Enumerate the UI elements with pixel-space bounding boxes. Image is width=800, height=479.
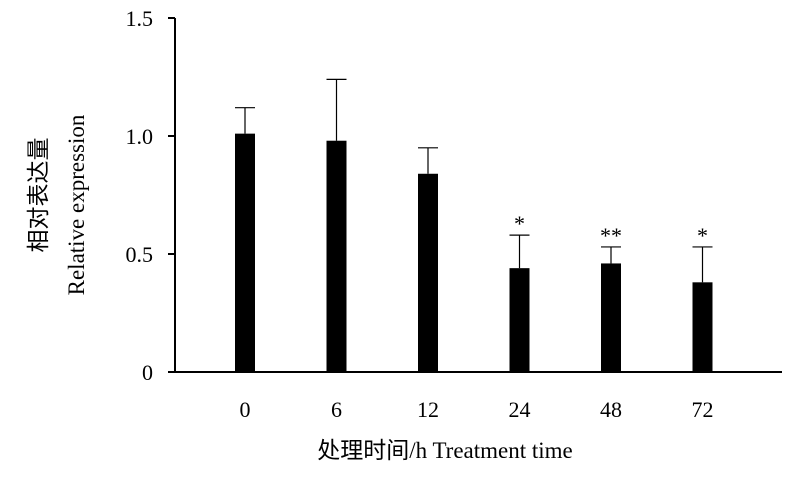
error-bars <box>235 78 713 283</box>
bar-72 <box>692 282 713 372</box>
x-tick-label-12: 12 <box>417 397 439 422</box>
y-ticks: 0 0.5 1.0 1.5 <box>126 6 175 385</box>
significance-markers: * ** * <box>514 211 708 248</box>
x-tick-labels: 0 6 12 24 48 72 <box>240 397 714 422</box>
y-tick-label: 0.5 <box>126 242 154 267</box>
bar-12 <box>418 173 438 372</box>
bar-6 <box>326 140 347 372</box>
y-axis-label: Relative expression <box>64 114 89 295</box>
y-tick-label: 0 <box>142 360 153 385</box>
x-axis-label: 处理时间/h Treatment time <box>317 438 573 463</box>
x-tick-label-72: 72 <box>692 397 714 422</box>
bar-48 <box>601 263 621 372</box>
bars <box>235 133 713 372</box>
significance-marker-48: ** <box>600 223 622 248</box>
y-tick-label: 1.0 <box>126 124 154 149</box>
y-tick-label: 1.5 <box>126 6 154 31</box>
x-tick-label-48: 48 <box>600 397 622 422</box>
x-tick-label-0: 0 <box>240 397 251 422</box>
y-axis-label-chinese: 相对表达量 <box>26 138 51 253</box>
bar-0 <box>235 133 255 372</box>
x-tick-label-6: 6 <box>331 397 342 422</box>
significance-marker-24: * <box>514 211 525 236</box>
x-tick-label-24: 24 <box>509 397 531 422</box>
significance-marker-72: * <box>697 223 708 248</box>
bar-24 <box>509 268 530 372</box>
